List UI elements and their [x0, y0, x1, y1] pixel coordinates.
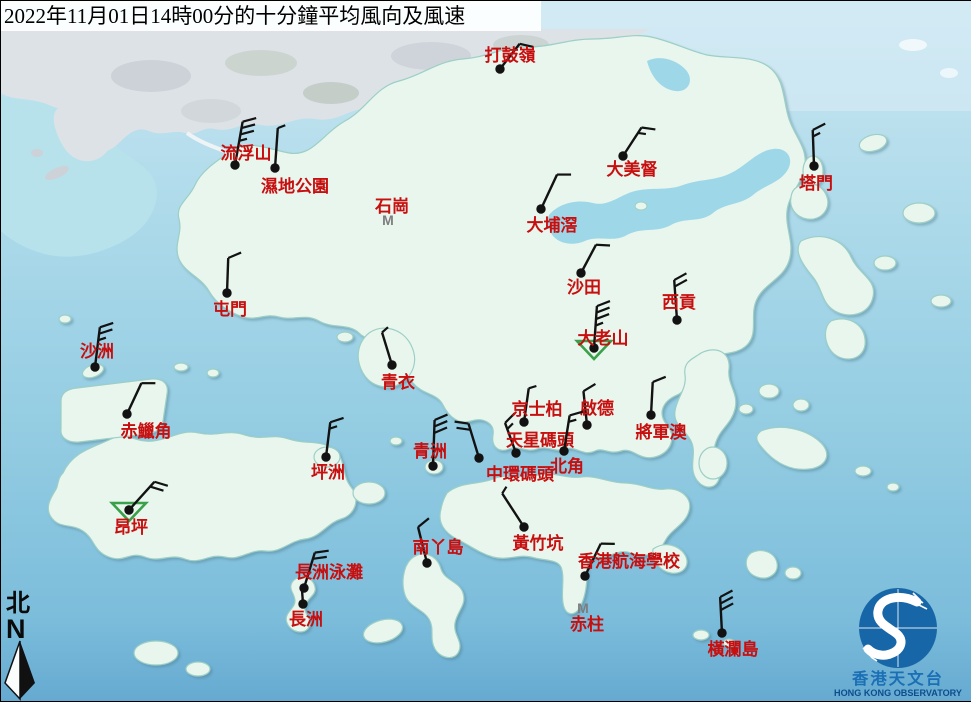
compass-north-char: 北: [6, 588, 30, 617]
hko-logo-chinese: 香港天文台: [851, 669, 944, 688]
map-title: 2022年11月01日14時00分的十分鐘平均風向及風速: [4, 4, 465, 28]
hko-logo-english: HONG KONG OBSERVATORY: [834, 688, 963, 699]
compass-arrow-dark-half: [20, 641, 35, 699]
hko-logo: 香港天文台 HONG KONG OBSERVATORY: [834, 588, 963, 699]
compass-arrow-light-half: [5, 641, 20, 699]
compass-n-letter: N: [6, 614, 26, 644]
north-compass: 北 N: [5, 588, 35, 699]
map-title-bar: 2022年11月01日14時00分的十分鐘平均風向及風速: [1, 1, 541, 31]
